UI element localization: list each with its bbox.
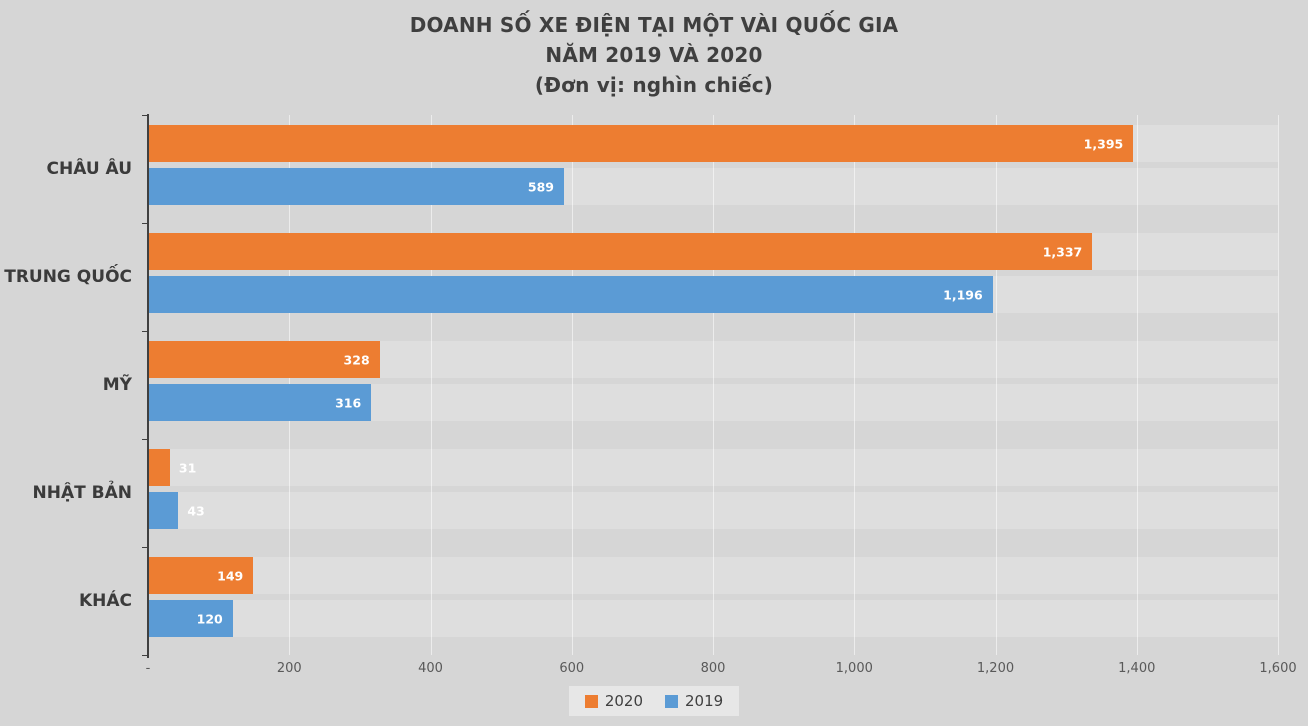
bar-value-label: 1,395 <box>1083 136 1124 151</box>
chart-title-line3: (Đơn vị: nghìn chiếc) <box>534 73 774 97</box>
gridline <box>571 115 573 655</box>
gridline <box>995 115 997 655</box>
gridline <box>430 115 432 655</box>
chart-title: DOANH SỐ XE ĐIỆN TẠI MỘT VÀI QUỐC GIA NĂ… <box>0 10 1308 100</box>
legend-wrap: 2020 2019 <box>0 686 1308 716</box>
legend-item-2020: 2020 <box>584 692 643 710</box>
legend-item-2019: 2019 <box>665 692 723 710</box>
bar-value-label: 1,196 <box>943 287 983 302</box>
bar-value-label: 328 <box>343 352 370 367</box>
gridline <box>713 115 714 655</box>
x-axis-tick-labels: - 200 400 600 800 1,000 1,200 1,400 1,600 <box>145 661 1297 679</box>
y-axis-tick-mark <box>142 223 148 224</box>
y-axis-tick-mark <box>142 115 148 116</box>
bar-value-label: 316 <box>335 395 362 410</box>
category-label: TRUNG QUỐC <box>4 267 132 287</box>
bar-2019: 120 <box>148 600 233 637</box>
legend-swatch-2020 <box>584 694 598 708</box>
bar-value-label: 1,337 <box>1042 244 1083 259</box>
bar-2020: 328 <box>148 341 380 378</box>
x-axis-tick-label: 400 <box>418 661 443 676</box>
y-axis-tick-mark <box>142 331 148 332</box>
category-label: NHẬT BẢN <box>32 483 132 503</box>
bar-2019: 43 <box>148 492 205 529</box>
bar-2020: 31 <box>148 449 196 486</box>
x-axis-tick-label: - <box>145 661 151 676</box>
bar-2019: 589 <box>148 168 564 205</box>
bar-value-label: 120 <box>196 611 223 626</box>
legend-label: 2019 <box>685 692 724 710</box>
y-axis-line <box>147 114 149 658</box>
bar-2019: 1,196 <box>148 276 993 313</box>
y-axis-tick-mark <box>142 547 148 548</box>
bar-2020: 1,337 <box>148 233 1093 270</box>
gridline <box>1278 115 1279 655</box>
category-label: KHÁC <box>78 591 132 611</box>
bar-row: 1,337 <box>148 233 1278 270</box>
x-axis-tick-label: 1,000 <box>835 661 873 676</box>
bar-value-label: 149 <box>217 568 244 583</box>
chart-title-line2: NĂM 2019 VÀ 2020 <box>545 43 763 67</box>
x-axis-tick-label: 1,600 <box>1259 661 1297 676</box>
x-axis-tick-label: 1,400 <box>1118 661 1156 676</box>
x-axis-tick-label: 200 <box>276 661 302 676</box>
gridline <box>1136 115 1138 655</box>
bar-2019: 316 <box>148 384 372 421</box>
bar-row: 1,395 <box>148 125 1278 162</box>
bar-value-label: 43 <box>187 503 205 518</box>
bar-2020: 1,395 <box>148 125 1134 162</box>
gridline <box>854 115 856 655</box>
y-axis-tick-mark <box>142 439 148 440</box>
plot-area: CHÂU ÂU 1,395 589 TRUNG QUỐC 1,337 1,196 MỸ 328… <box>4 114 1279 658</box>
x-axis-tick-label: 1,200 <box>976 661 1015 676</box>
category-label: MỸ <box>102 375 132 395</box>
bar-value-label: 589 <box>527 179 554 194</box>
x-axis-tick-label: 600 <box>559 661 585 676</box>
bar-2020: 149 <box>148 557 254 594</box>
legend-swatch-2019 <box>665 694 678 708</box>
chart-title-line1: DOANH SỐ XE ĐIỆN TẠI MỘT VÀI QUỐC GIA <box>409 13 899 37</box>
x-axis-tick-label: 800 <box>700 661 726 676</box>
category-label: CHÂU ÂU <box>46 159 133 179</box>
legend-label: 2020 <box>604 692 643 710</box>
bar-row: 1,196 <box>148 276 1278 313</box>
legend: 2020 2019 <box>568 686 740 716</box>
bar-group: TRUNG QUỐC 1,337 1,196 <box>4 223 1278 331</box>
y-axis-tick-mark <box>142 655 148 656</box>
bar-value-label: 31 <box>178 460 197 475</box>
